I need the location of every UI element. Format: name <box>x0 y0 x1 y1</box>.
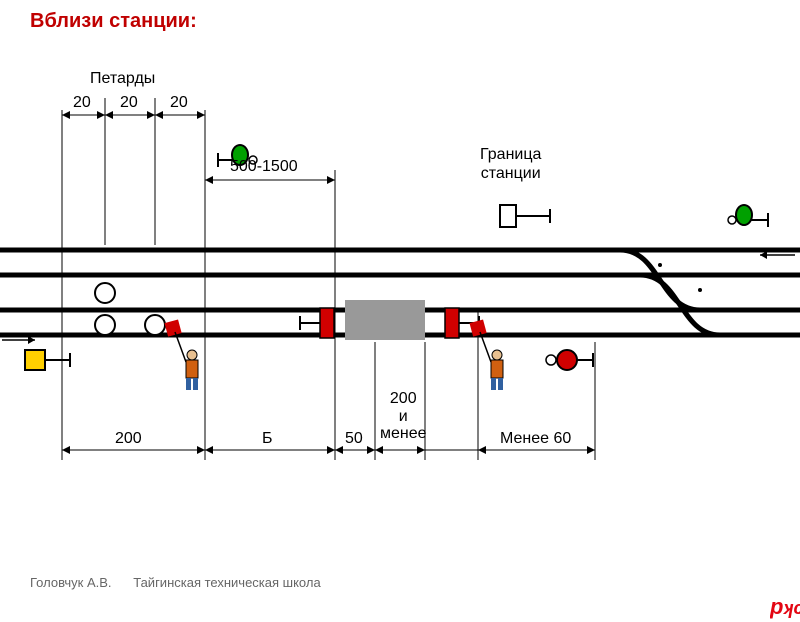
dim-b: Б <box>262 430 273 448</box>
petardy-label: Петарды <box>90 70 155 88</box>
station-boundary-icon <box>500 205 550 227</box>
dim-200less: 200 и менее <box>380 390 427 443</box>
worker-left-icon <box>165 319 198 390</box>
dim-less60: Менее 60 <box>500 430 571 448</box>
dim-20a: 20 <box>73 94 91 112</box>
diagram-svg <box>0 50 800 570</box>
dim-200: 200 <box>115 430 142 448</box>
red-circle-signal-icon <box>546 350 593 370</box>
footer-school: Тайгинская техническая школа <box>133 575 320 590</box>
dim-500-1500: 500-1500 <box>230 158 298 176</box>
dim-20b: 20 <box>120 94 138 112</box>
railway-diagram: Петарды 20 20 20 500-1500 Граница станци… <box>0 50 800 550</box>
dim-50: 50 <box>345 430 363 448</box>
dim-20c: 20 <box>170 94 188 112</box>
footer-author: Головчук А.В. <box>30 575 112 590</box>
footer: Головчук А.В. Тайгинская техническая шко… <box>30 575 321 590</box>
work-area <box>345 300 425 340</box>
station-boundary-label: Граница станции <box>480 145 541 183</box>
green-signal-right-icon <box>728 205 768 227</box>
yellow-signal-icon <box>25 350 70 370</box>
page-title: Вблизи станции: <box>30 10 197 33</box>
worker-right-icon <box>470 319 503 390</box>
svg-text:pʞcd: pʞcd <box>770 594 800 619</box>
